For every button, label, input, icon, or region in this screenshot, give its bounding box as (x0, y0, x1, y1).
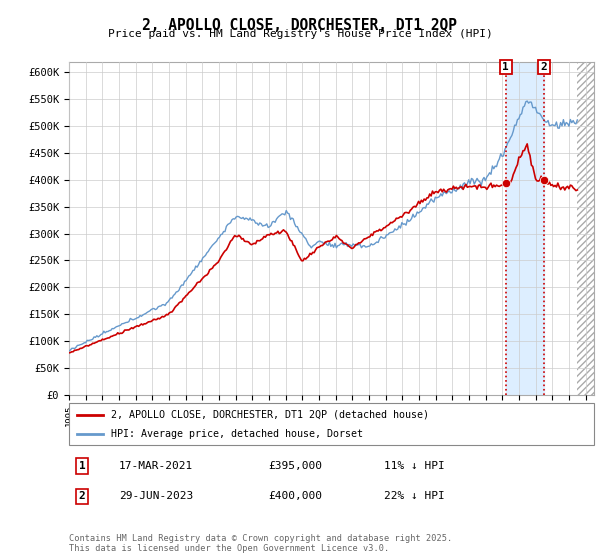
Text: HPI: Average price, detached house, Dorset: HPI: Average price, detached house, Dors… (111, 429, 363, 439)
Text: Contains HM Land Registry data © Crown copyright and database right 2025.
This d: Contains HM Land Registry data © Crown c… (69, 534, 452, 553)
Text: 2: 2 (541, 62, 547, 72)
Text: 11% ↓ HPI: 11% ↓ HPI (384, 461, 445, 471)
Text: 29-JUN-2023: 29-JUN-2023 (119, 491, 193, 501)
Text: 22% ↓ HPI: 22% ↓ HPI (384, 491, 445, 501)
Bar (506, 62, 544, 395)
Bar (577, 62, 594, 395)
Text: 2: 2 (79, 491, 86, 501)
Text: Price paid vs. HM Land Registry's House Price Index (HPI): Price paid vs. HM Land Registry's House … (107, 29, 493, 39)
Text: 17-MAR-2021: 17-MAR-2021 (119, 461, 193, 471)
FancyBboxPatch shape (69, 403, 594, 445)
Bar (577, 62, 594, 395)
Text: £395,000: £395,000 (269, 461, 323, 471)
Text: 1: 1 (502, 62, 509, 72)
Text: 2, APOLLO CLOSE, DORCHESTER, DT1 2QP: 2, APOLLO CLOSE, DORCHESTER, DT1 2QP (143, 18, 458, 33)
Text: 2, APOLLO CLOSE, DORCHESTER, DT1 2QP (detached house): 2, APOLLO CLOSE, DORCHESTER, DT1 2QP (de… (111, 409, 429, 419)
Text: 1: 1 (79, 461, 86, 471)
Text: £400,000: £400,000 (269, 491, 323, 501)
